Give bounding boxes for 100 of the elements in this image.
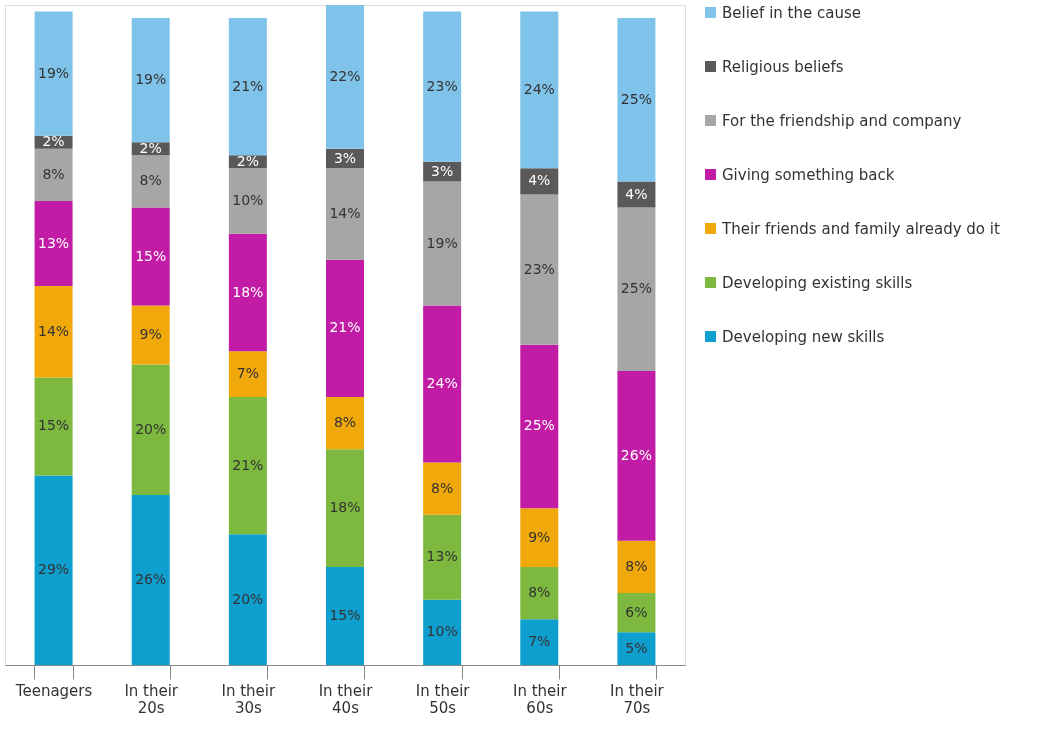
data-label: 22% [329,67,361,84]
bar [34,201,73,286]
bar [520,344,559,509]
data-label: 21% [329,319,361,336]
bar [520,194,559,345]
bar [228,18,267,156]
data-label: 15% [329,606,361,623]
data-label: 24% [523,80,555,97]
bar [617,18,656,182]
data-label: 3% [431,162,454,179]
bar [520,508,559,567]
data-label: 7% [236,365,259,382]
data-label: 2% [42,133,65,150]
data-label: 9% [139,326,162,342]
x-tick-label: In their 20s [124,681,179,717]
legend-label: Developing new skills [722,327,885,346]
bar [520,11,559,169]
bar [131,495,170,665]
bar [131,155,170,208]
bar [617,593,656,633]
bar [617,632,656,665]
data-label: 14% [38,322,70,339]
data-label: 23% [523,260,555,277]
x-tick-label: In their 70s [610,681,665,717]
data-label: 15% [135,247,167,264]
bar [423,514,462,600]
x-tick-label: Teenagers [14,681,93,700]
data-label: 21% [232,77,264,94]
bar [228,351,267,398]
data-label: 25% [523,417,555,434]
bar [228,233,267,352]
bar [131,18,170,143]
legend-label: Developing existing skills [722,273,913,292]
data-label: 10% [232,192,264,209]
data-label: 13% [426,548,458,565]
bar [228,168,267,234]
data-label: 25% [620,280,652,297]
bar [617,181,656,208]
x-tick-label: In their 60s [512,681,568,717]
bar [423,181,462,306]
x-tick-label: In their 30s [221,681,277,717]
legend-label: For the friendship and company [722,111,962,130]
legend-label: Giving something back [722,165,895,184]
bar [423,305,462,463]
bar [131,364,170,496]
data-label: 26% [135,571,167,588]
bar [326,449,364,567]
data-label: 8% [528,584,551,601]
bar [34,377,73,476]
data-label: 19% [135,71,167,88]
data-label: 20% [135,420,167,437]
data-label: 23% [426,77,458,94]
bar [326,397,364,450]
bar [520,566,559,620]
legend-label: Their friends and family already do it [721,219,1000,238]
bar [617,207,656,371]
data-label: 3% [333,149,357,166]
data-label: 2% [139,139,162,156]
data-label: 18% [232,283,264,300]
bar [34,475,73,665]
legend-label: Belief in the cause [722,3,861,22]
data-label: 29% [38,561,70,578]
data-label: 8% [42,165,65,182]
bar [34,285,73,378]
bar [617,540,656,594]
data-label: 8% [139,172,162,189]
data-label: 21% [232,456,264,473]
data-label: 18% [329,499,361,516]
bar [326,5,364,149]
data-label: 24% [426,375,458,392]
bar [423,462,462,515]
legend-label: Religious beliefs [722,57,844,76]
data-label: 2% [236,152,259,169]
data-label: 20% [232,590,264,607]
data-label: 8% [625,557,648,574]
bar [326,259,364,398]
data-label: 19% [426,234,458,251]
bar [131,207,170,306]
data-label: 6% [625,603,648,620]
data-label: 10% [426,623,458,640]
data-label: 4% [528,172,551,189]
bar [326,566,364,665]
data-label: 8% [431,479,454,496]
x-tick-label: In their 40s [318,681,374,717]
data-label: 4% [625,185,648,202]
bar [34,11,73,136]
data-label: 14% [329,205,361,222]
bar [34,148,73,202]
bar [520,168,559,195]
x-tick-label: In their 50s [415,681,471,717]
data-label: 13% [38,234,70,251]
data-label: 19% [38,64,70,81]
data-label: 5% [625,639,648,656]
bar [228,397,267,535]
data-label: 8% [333,414,357,431]
bar [131,305,170,365]
data-label: 7% [528,633,551,650]
bar [617,370,656,541]
bar [520,619,559,665]
data-label: 9% [528,528,551,545]
